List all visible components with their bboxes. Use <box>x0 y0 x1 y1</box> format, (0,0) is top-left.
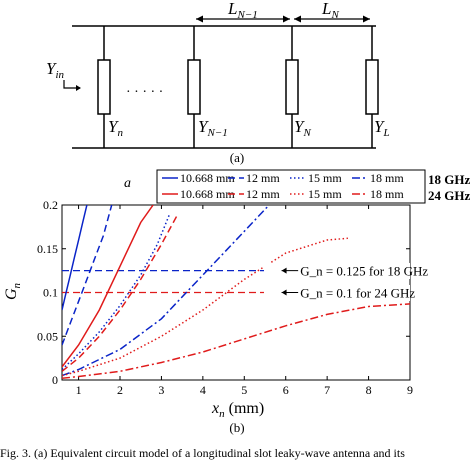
legend-entry-label: 12 mm <box>246 187 280 201</box>
legend-freq-18: 18 GHz <box>428 172 470 187</box>
label-Y-n: Yn <box>108 117 123 139</box>
legend-entry-label: 10.668 mm <box>180 187 235 201</box>
legend-entry-label: 18 mm <box>370 171 404 185</box>
annotation-arrowhead <box>281 289 287 296</box>
y-tick-label: 0.1 <box>43 286 58 300</box>
legend-entry-label: 18 mm <box>370 187 404 201</box>
y-tick-label: 0 <box>52 373 58 387</box>
series-line <box>62 205 88 311</box>
legend-entry-label: 15 mm <box>308 187 342 201</box>
axis-ticks: 1 2 3 4 5 6 7 8 9 0 0.05 0.1 0.15 0.2 <box>37 198 413 397</box>
label-Y-N: YN <box>294 117 311 139</box>
series-line <box>62 237 348 377</box>
label-L-N: LN <box>321 0 339 21</box>
x-tick-label: 7 <box>324 383 330 397</box>
annotation-bg-1 <box>264 263 410 279</box>
x-axis-label: xn (mm) <box>211 400 264 420</box>
series-line <box>62 205 113 346</box>
x-tick-label: 3 <box>158 383 164 397</box>
legend-entries: 10.668 mm 12 mm 15 mm 18 mm 10.668 mm 12 mm 15… <box>162 171 404 201</box>
x-tick-label: 8 <box>366 383 372 397</box>
legend-entry-label: 10.668 mm <box>180 171 235 185</box>
x-tick-label: 2 <box>117 383 123 397</box>
annotation-bg-2 <box>264 285 410 301</box>
annotation-text: G_n = 0.125 for 18 GHz <box>300 264 428 279</box>
x-tick-label: 9 <box>407 383 413 397</box>
caption-text: Fig. 3. (a) Equivalent circuit model of … <box>0 446 405 460</box>
label-Y-N-minus-1: YN−1 <box>198 117 228 139</box>
panel-b-label: (b) <box>229 420 244 435</box>
label-Y-L: YL <box>374 117 390 139</box>
series-group <box>62 205 410 380</box>
input-arrow <box>63 80 80 89</box>
input-arrowhead <box>76 85 81 91</box>
plot-area: 1 2 3 4 5 6 7 8 9 0 0.05 0.1 0.15 0.2 G_n = 0.125 for… <box>37 198 428 397</box>
legend-entry-label: 12 mm <box>246 171 280 185</box>
annotation-text: G_n = 0.1 for 24 GHz <box>300 286 415 301</box>
annotations: G_n = 0.125 for 18 GHz G_n = 0.1 for 24 G… <box>281 264 428 301</box>
dim-arrowhead-LN-right <box>363 15 370 23</box>
legend-box <box>156 169 426 204</box>
annotation-arrowhead <box>281 267 287 274</box>
series-line <box>62 205 270 377</box>
dim-arrowhead-LN1-right <box>283 15 290 23</box>
legend-entry-label: 15 mm <box>308 171 342 185</box>
label-Y-in: Yin <box>46 59 65 81</box>
x-tick-label: 4 <box>200 383 206 397</box>
x-tick-label: 5 <box>241 383 247 397</box>
legend-header: a <box>124 176 131 191</box>
legend-freq-24: 24 GHz <box>428 188 470 203</box>
dim-arrowhead-LN1-left <box>196 15 203 23</box>
stub-yn-resistor <box>97 59 111 115</box>
y-tick-label: 0.15 <box>37 242 58 256</box>
x-tick-label: 1 <box>76 383 82 397</box>
y-tick-label: 0.2 <box>43 198 58 212</box>
panel-a-label: (a) <box>230 150 244 165</box>
y-tick-label: 0.05 <box>37 329 58 343</box>
circuit-diagram <box>63 15 379 149</box>
series-line <box>62 205 154 368</box>
stub-yn1-resistor <box>187 59 201 115</box>
figure-caption: Fig. 3. (a) Equivalent circuit model of … <box>0 446 474 460</box>
circuit-labels: LN−1 LN Yin Yn YN−1 YN YL <box>46 0 390 139</box>
dim-arrowhead-LN-left <box>294 15 301 23</box>
x-tick-label: 6 <box>283 383 289 397</box>
chart-legend: a 10.668 mm 12 mm 15 mm 18 mm 10.668 mm 12 mm… <box>124 169 470 204</box>
plot-lines <box>62 205 410 380</box>
series-line <box>62 303 410 380</box>
circuit-dots: · · · · · <box>126 85 163 100</box>
stub-yN-resistor <box>285 59 299 115</box>
label-L-N-minus-1: LN−1 <box>227 0 258 21</box>
stub-yL-resistor <box>365 59 379 115</box>
y-axis-label: Gn <box>3 282 23 300</box>
